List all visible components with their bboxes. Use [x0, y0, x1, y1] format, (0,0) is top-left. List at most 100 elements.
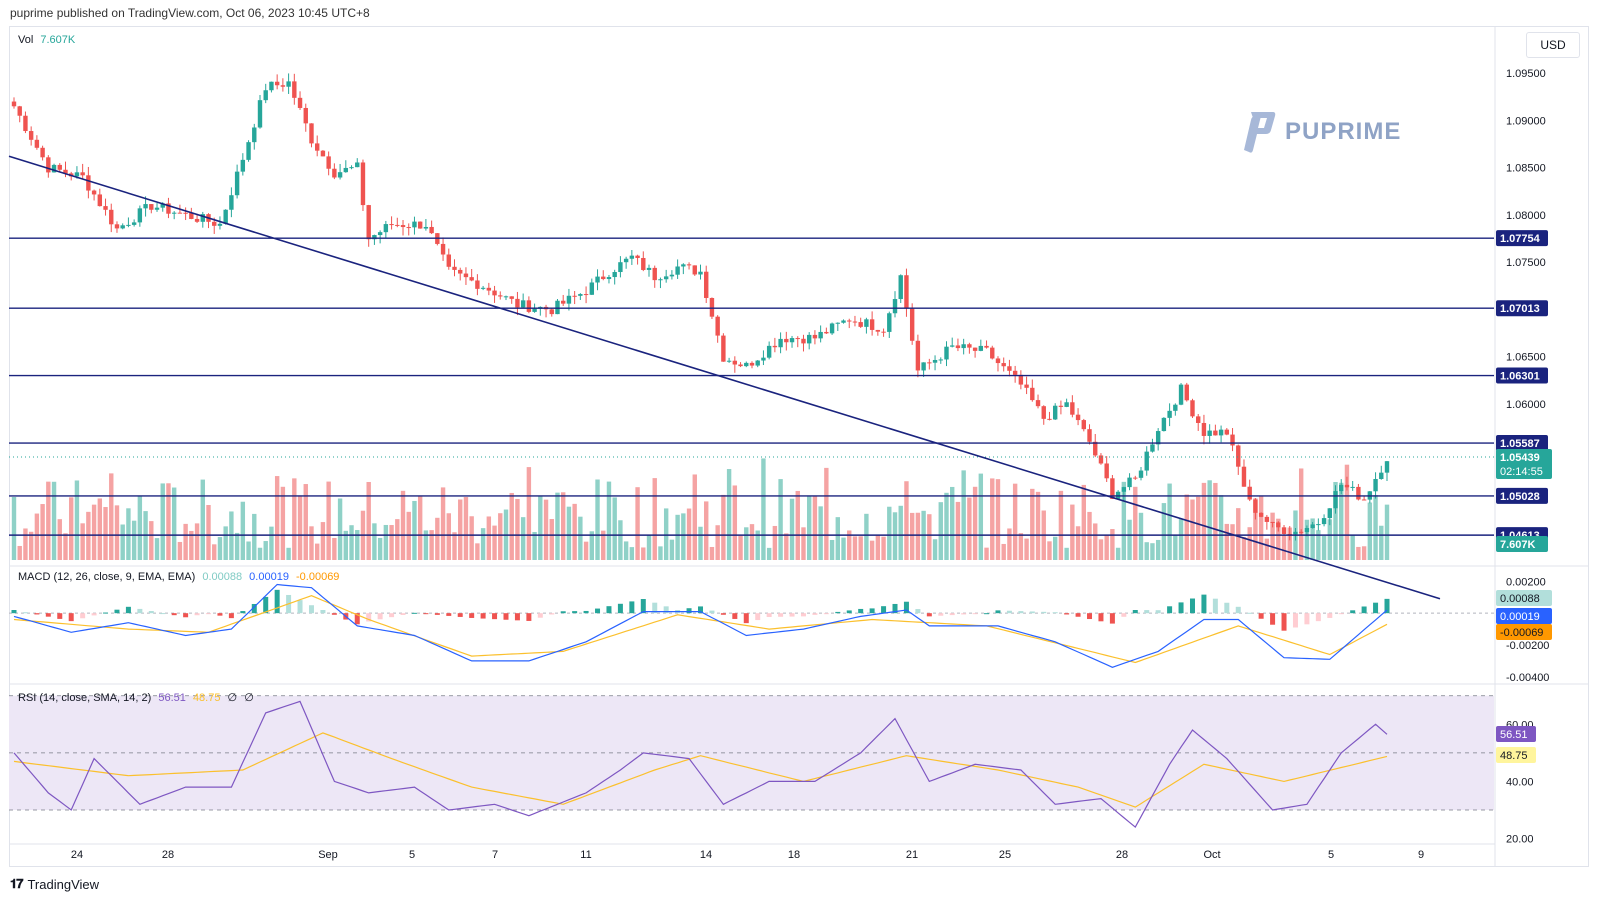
macd-histogram-bar — [823, 613, 829, 615]
candle-body — [440, 243, 446, 255]
volume-bar — [114, 505, 120, 560]
candle-body — [555, 300, 560, 315]
macd-histogram-bar — [1350, 610, 1356, 614]
candle-body — [217, 223, 223, 226]
level-label-box — [1496, 230, 1548, 247]
candle-body — [1344, 484, 1350, 488]
macd-histogram-bar — [640, 599, 646, 614]
macd-histogram-bar — [617, 603, 623, 614]
candle-body — [292, 81, 297, 98]
candle-body — [995, 358, 1001, 364]
volume-bar — [1361, 546, 1367, 560]
candle-body — [280, 85, 286, 87]
macd-histogram-bar — [1292, 613, 1298, 628]
volume-bar — [263, 541, 268, 560]
volume-bar — [1184, 494, 1189, 560]
volume-bar — [663, 508, 669, 560]
volume-bar — [1035, 491, 1041, 560]
volume-bar — [566, 506, 572, 560]
volume-bar — [961, 470, 966, 560]
volume-bar — [1373, 495, 1378, 560]
macd-histogram-bar — [194, 613, 200, 616]
candle-body — [252, 127, 257, 143]
candle-body — [892, 299, 898, 314]
candle-body — [97, 194, 103, 207]
volume-bar — [1344, 464, 1350, 560]
candle-body — [1384, 461, 1390, 473]
candle-body — [1264, 516, 1270, 522]
volume-bar — [1167, 483, 1172, 560]
candle-body — [492, 290, 497, 296]
volume-bar — [1161, 503, 1167, 560]
candle-body — [704, 271, 709, 298]
volume-bar — [303, 484, 308, 560]
macd-histogram-bar — [1109, 613, 1115, 624]
rsi-legend-extra1: ∅ — [227, 692, 238, 704]
candle-body — [343, 167, 349, 173]
macd-histogram-bar — [732, 613, 738, 619]
macd-histogram-bar — [686, 608, 692, 614]
volume-bar — [1276, 518, 1281, 560]
volume-bar — [1058, 490, 1064, 560]
candle-body — [1230, 434, 1235, 446]
candle-body — [223, 209, 228, 224]
currency-button[interactable]: USD — [1526, 32, 1580, 58]
volume-bar — [103, 507, 108, 560]
volume-bar — [520, 517, 526, 560]
candle-body — [755, 360, 760, 366]
macd-histogram-bar — [869, 608, 875, 614]
macd-histogram-bar — [297, 600, 303, 614]
candle-body — [709, 297, 715, 317]
tradingview-logo-icon[interactable]: 𝟏𝟕 — [10, 876, 24, 891]
rsi-legend-ma: 48.75 — [192, 692, 221, 704]
time-axis-label: 7 — [492, 849, 498, 861]
macd-histogram-bar — [1270, 613, 1276, 625]
level-label-box — [1496, 435, 1548, 452]
macd-histogram-bar — [938, 613, 944, 616]
macd-histogram-bar — [160, 613, 166, 615]
candle-body — [1093, 441, 1098, 456]
tradingview-logo-text[interactable]: TradingView — [27, 876, 100, 892]
candle-body — [847, 320, 852, 322]
volume-bar — [309, 526, 314, 560]
volume-bar — [137, 495, 143, 560]
time-axis-label: 14 — [700, 849, 712, 861]
macd-histogram-bar — [1006, 610, 1012, 614]
volume-bar — [1270, 512, 1275, 560]
candle-body — [383, 224, 389, 233]
macd-histogram-bar — [263, 596, 269, 614]
volume-bar — [395, 519, 400, 560]
candle-body — [618, 262, 623, 273]
macd-histogram-bar — [743, 613, 749, 624]
macd-histogram-bar — [57, 613, 63, 619]
candle-body — [309, 123, 314, 144]
candle-body — [446, 254, 451, 267]
candle-body — [663, 276, 669, 280]
volume-bar — [80, 523, 85, 560]
candle-body — [1247, 486, 1252, 500]
volume-bar — [538, 495, 543, 560]
volume-bar — [526, 467, 532, 560]
macd-histogram-bar — [240, 611, 246, 614]
volume-bar — [652, 478, 657, 560]
time-axis-label: 28 — [1116, 849, 1128, 861]
volume-bar — [189, 530, 194, 560]
candle-body — [738, 364, 743, 367]
volume-bar — [1001, 543, 1006, 560]
macd-histogram-bar — [91, 613, 97, 616]
macd-histogram-bar — [125, 606, 131, 614]
macd-histogram-bar — [949, 613, 955, 616]
candle-body — [503, 296, 509, 298]
macd-value-label: 0.00088 — [1500, 593, 1540, 605]
rsi-legend: RSI (14, close, SMA, 14, 2) 56.51 48.75 … — [18, 691, 258, 704]
candle-body — [1001, 363, 1006, 367]
candle-body — [1190, 400, 1195, 417]
candle-body — [1241, 466, 1247, 487]
volume-bar — [578, 516, 583, 560]
macd-histogram-bar — [34, 613, 40, 615]
volume-bar — [252, 513, 257, 560]
candle-body — [183, 212, 188, 214]
volume-bar — [784, 533, 789, 560]
volume-bar — [841, 537, 846, 560]
